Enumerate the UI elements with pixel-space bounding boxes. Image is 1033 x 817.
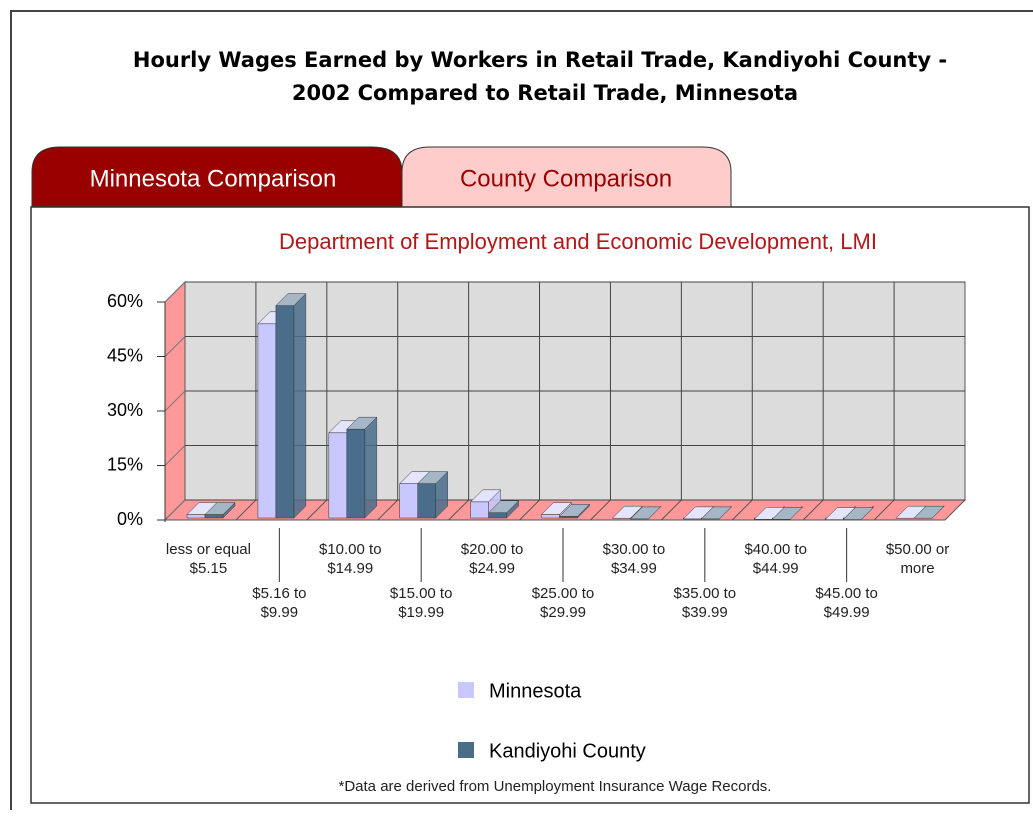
- bar: [186, 514, 206, 519]
- heading: 2002 Compared to Retail Trade, Minnesota: [292, 81, 798, 105]
- bar: [541, 514, 560, 519]
- bar-top: [771, 507, 803, 520]
- bar: [417, 483, 436, 519]
- tab[interactable]: [401, 146, 732, 208]
- chart-title: Department of Employment and Economic De…: [279, 229, 877, 254]
- floor-line: [731, 499, 753, 521]
- bar-top: [629, 506, 662, 520]
- bar: [470, 501, 489, 519]
- x-tick-label: $45.00 to $49.99: [815, 585, 878, 621]
- bar-side: [293, 293, 307, 519]
- bar: [275, 305, 295, 519]
- bar: [399, 483, 418, 519]
- bar-top: [842, 507, 874, 520]
- legend-swatch: [458, 742, 474, 758]
- y-tick-label: 45%: [107, 345, 143, 365]
- bar: [257, 323, 277, 519]
- x-tick-label: $30.00 to $34.99: [602, 541, 666, 577]
- legend-label: Kandiyohi County: [489, 740, 646, 762]
- x-tick-label: $10.00 to $14.99: [318, 541, 382, 577]
- y-tick-label: 15%: [107, 454, 143, 474]
- bar-top: [204, 502, 236, 515]
- floor-line: [519, 499, 540, 521]
- legend-swatch: [458, 682, 474, 698]
- x-tick-label: $5.16 to $9.99: [252, 585, 307, 621]
- floor-line: [802, 499, 824, 521]
- bar: [488, 512, 507, 519]
- grid-line-side: [164, 499, 186, 521]
- grid-line-side: [164, 390, 186, 412]
- legend-label: Minnesota: [489, 680, 582, 702]
- heading: Hourly Wages Earned by Workers in Retail…: [133, 48, 947, 72]
- floor-line: [873, 499, 895, 521]
- x-tick-label: $35.00 to $39.99: [673, 585, 737, 621]
- x-tick-label: $20.00 to $24.99: [460, 541, 524, 577]
- x-tick-label: less or equal $5.15: [165, 541, 251, 577]
- bar-top: [417, 471, 449, 484]
- footnote: *Data are derived from Unemployment Insu…: [339, 778, 772, 795]
- bar-top: [540, 502, 573, 515]
- floor-line: [306, 499, 328, 521]
- bar-side: [364, 416, 378, 519]
- tab-label[interactable]: Minnesota Comparison: [90, 165, 337, 192]
- y-tick-label: 0%: [117, 509, 143, 529]
- floor-line: [590, 499, 611, 521]
- bar-top: [913, 505, 945, 519]
- bar: [328, 432, 348, 519]
- floor-line: [661, 499, 682, 521]
- bar: [346, 428, 366, 519]
- bar-top: [558, 504, 591, 517]
- floor-line: [377, 499, 399, 521]
- grid-line-side: [164, 336, 186, 357]
- tab[interactable]: [31, 146, 403, 208]
- grid-line-side: [164, 281, 186, 303]
- x-tick-label: $15.00 to $19.99: [389, 585, 453, 621]
- x-tick-label: $40.00 to $44.99: [744, 541, 807, 577]
- grid-line-side: [164, 445, 186, 466]
- bar-top: [470, 489, 502, 503]
- floor-line: [235, 499, 257, 521]
- tab-label[interactable]: County Comparison: [460, 165, 672, 192]
- x-tick-label: $25.00 to $29.99: [531, 585, 595, 621]
- bar-top: [611, 505, 644, 519]
- bar-top: [488, 500, 520, 513]
- y-tick-label: 60%: [107, 291, 143, 311]
- bar-top: [346, 416, 378, 430]
- bar-top: [275, 293, 307, 306]
- y-tick-label: 30%: [107, 400, 143, 420]
- bar-top: [700, 506, 732, 520]
- x-tick-label: $50.00 or more: [885, 541, 950, 577]
- bar: [204, 514, 224, 519]
- floor-line: [448, 499, 469, 521]
